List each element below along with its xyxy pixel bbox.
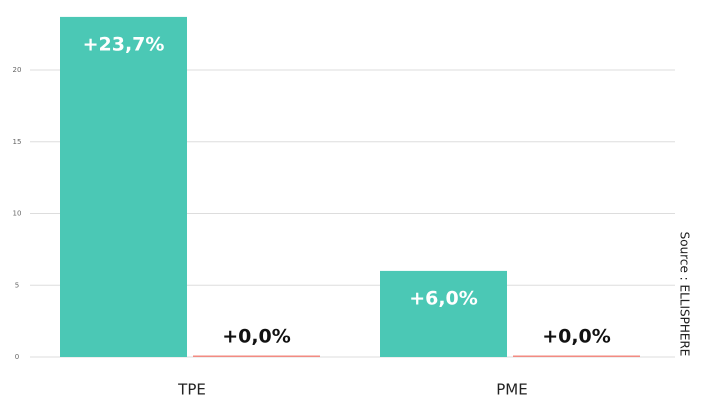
bar <box>513 355 640 357</box>
y-tick-label: 20 <box>13 66 22 74</box>
y-tick-label: 15 <box>13 138 22 146</box>
source-note: Source : ELLISPHERE <box>678 232 692 357</box>
x-tick-label: TPE <box>177 381 206 399</box>
y-tick-label: 5 <box>15 281 19 289</box>
value-label: +0,0% <box>542 326 611 348</box>
value-label: +23,7% <box>83 33 165 55</box>
x-tick-label: PME <box>496 381 527 399</box>
bar <box>60 16 187 358</box>
value-label: +0,0% <box>222 326 291 348</box>
y-tick-label: 0 <box>15 353 19 361</box>
bar <box>380 270 507 357</box>
y-tick-label: 10 <box>13 210 22 218</box>
value-label: +6,0% <box>409 287 478 309</box>
bar <box>193 355 320 357</box>
